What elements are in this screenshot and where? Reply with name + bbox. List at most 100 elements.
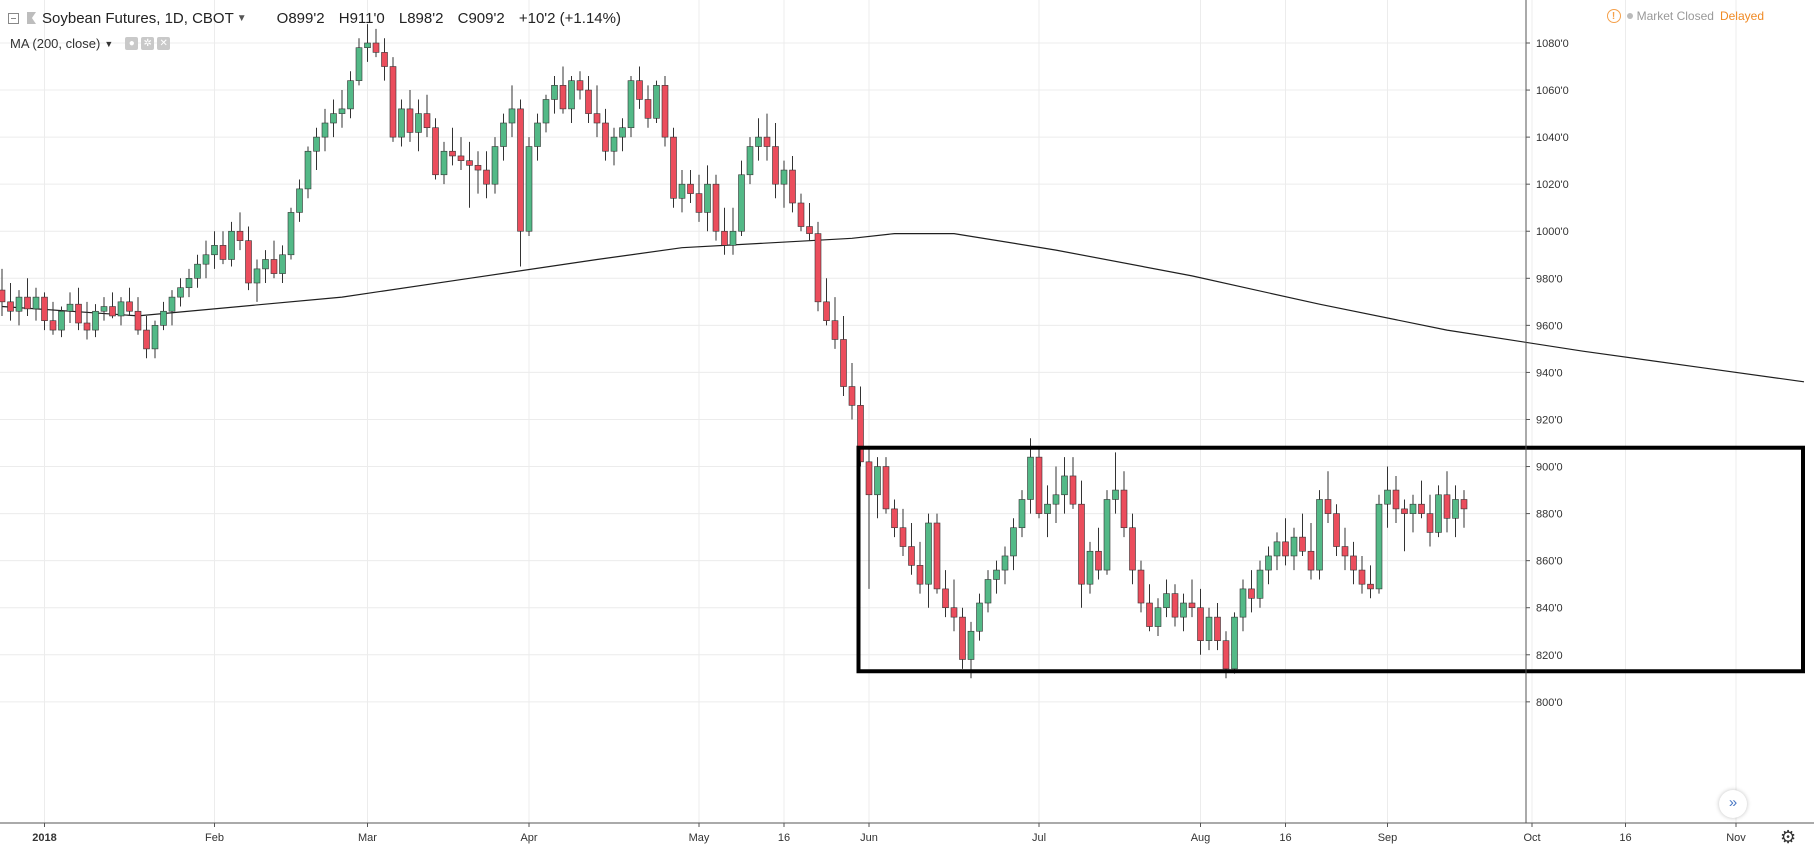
candle xyxy=(41,292,48,331)
candle-body xyxy=(296,188,303,213)
candle-body xyxy=(491,146,499,185)
x-tick-label: Feb xyxy=(205,832,224,844)
candle-body xyxy=(177,287,184,298)
candle xyxy=(576,71,584,100)
x-tick-label: Aug xyxy=(1191,832,1211,844)
candle xyxy=(848,363,856,420)
candle xyxy=(772,123,779,199)
flag-icon[interactable] xyxy=(27,12,36,24)
warning-icon[interactable]: ! xyxy=(1606,9,1621,23)
candle xyxy=(653,80,660,124)
candle-body xyxy=(551,85,558,100)
candle xyxy=(24,278,31,316)
candle xyxy=(304,146,312,199)
candle xyxy=(670,127,677,208)
candle-body xyxy=(789,169,796,204)
candle xyxy=(806,203,813,241)
close-value: C909'2 xyxy=(457,9,505,27)
close-icon[interactable]: ✕ xyxy=(157,37,171,50)
candle-body xyxy=(1333,513,1340,547)
candle xyxy=(211,231,218,269)
candle-body xyxy=(644,99,652,119)
y-tick-label: 1040'0 xyxy=(1536,132,1569,144)
candle xyxy=(687,170,694,204)
candle xyxy=(58,306,65,338)
candle xyxy=(729,207,737,255)
candle-body xyxy=(678,183,686,199)
gear-icon[interactable]: ⚙ xyxy=(1780,827,1797,847)
candle xyxy=(1129,513,1136,585)
candle xyxy=(1154,598,1162,636)
candle-body xyxy=(245,240,252,284)
candle-body xyxy=(49,320,57,331)
candle xyxy=(865,447,873,589)
candle xyxy=(389,57,397,142)
candle-body xyxy=(1418,503,1425,514)
chart-header: Soybean Futures, 1D, CBOT ▼ O899'2 H911'… xyxy=(8,8,631,28)
candle xyxy=(823,278,830,326)
ma-200-line xyxy=(1,233,1805,383)
time-axis[interactable]: 2018 Feb Mar Apr May 16 Jun Jul Aug 16 Sep Oct 16 Nov xyxy=(0,822,1814,844)
candle xyxy=(194,254,201,288)
candle-body xyxy=(236,230,244,241)
candle-body xyxy=(1316,499,1323,571)
candle-body xyxy=(610,136,618,152)
settings-icon[interactable]: ✲ xyxy=(141,37,155,50)
candle-body xyxy=(534,122,541,147)
candle-body xyxy=(1265,555,1272,571)
candle-body xyxy=(1282,541,1289,557)
candle-body xyxy=(1409,503,1417,514)
chevron-down-icon[interactable]: ▼ xyxy=(104,38,114,49)
candle xyxy=(1341,527,1349,571)
candle xyxy=(49,301,57,335)
candle-body xyxy=(1239,588,1247,618)
candle xyxy=(1052,466,1060,524)
candle xyxy=(1273,532,1281,571)
candle xyxy=(1460,490,1468,528)
chevron-down-icon[interactable]: ▼ xyxy=(236,12,247,24)
candle xyxy=(32,287,40,321)
candle xyxy=(678,170,686,213)
candle-body xyxy=(916,565,924,585)
candle-body xyxy=(772,146,779,185)
candle xyxy=(908,523,915,575)
grid-lines xyxy=(0,0,1737,823)
y-tick-label: 880'0 xyxy=(1536,509,1563,521)
candle xyxy=(236,212,244,251)
candle-body xyxy=(415,113,422,133)
y-tick-label: 1000'0 xyxy=(1536,226,1569,238)
candle-body xyxy=(1086,550,1094,585)
indicator-label[interactable]: MA (200, close) xyxy=(10,36,101,51)
candle-body xyxy=(899,527,907,547)
price-axis[interactable]: 800'0 820'0 840'0 860'0 880'0 900'0 920'0 940'0… xyxy=(1525,0,1569,823)
candle xyxy=(134,297,142,335)
candle-body xyxy=(126,301,133,312)
candle-body xyxy=(1095,550,1102,571)
candle xyxy=(1452,485,1459,538)
candle xyxy=(219,231,227,265)
candle-body xyxy=(109,306,116,317)
candle-body xyxy=(440,150,448,176)
candle xyxy=(1375,494,1383,594)
candle-body xyxy=(1358,569,1366,585)
candle xyxy=(1035,447,1043,519)
candle-body xyxy=(687,183,694,194)
double-chevron-right-icon[interactable]: » xyxy=(1719,790,1747,818)
candle xyxy=(100,297,108,321)
candle xyxy=(432,118,439,180)
candle-body xyxy=(500,122,507,147)
candle xyxy=(1435,485,1442,538)
minus-square-icon[interactable] xyxy=(8,12,19,24)
candle-body xyxy=(1435,494,1442,533)
candle-body xyxy=(721,230,728,246)
candle xyxy=(534,113,541,161)
eye-icon[interactable]: ● xyxy=(125,37,139,50)
symbol-title[interactable]: Soybean Futures, 1D, CBOT xyxy=(42,9,234,27)
candle-body xyxy=(602,122,609,152)
x-tick-label: 2018 xyxy=(32,832,56,844)
candle xyxy=(1163,579,1170,618)
candle xyxy=(1299,513,1306,556)
candle-body xyxy=(466,160,473,166)
candle-body xyxy=(627,80,635,129)
